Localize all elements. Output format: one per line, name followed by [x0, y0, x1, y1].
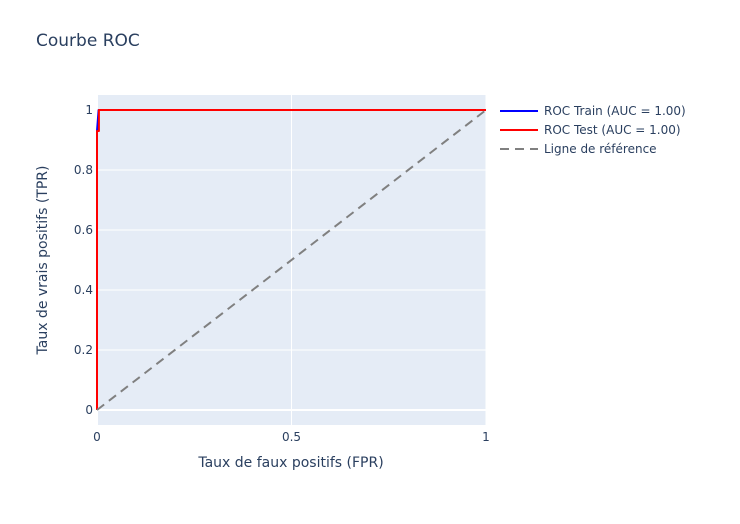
y-tick-label: 0.8 [74, 163, 93, 177]
x-tick-label: 0 [93, 430, 101, 444]
y-tick-label: 0.2 [74, 343, 93, 357]
legend-label: Ligne de référence [544, 142, 657, 156]
chart-title: Courbe ROC [36, 31, 140, 51]
y-tick-label: 0 [85, 403, 93, 417]
y-tick-label: 0.6 [74, 223, 93, 237]
x-tick-label: 0.5 [282, 430, 301, 444]
series-line-roc-test-auc-1-00 [96, 109, 486, 410]
tick-labels: 0 0.2 0.4 0.6 0.8 1 0 0.5 1 [74, 103, 490, 444]
y-tick-label: 0.4 [74, 283, 93, 297]
y-tick-label: 1 [85, 103, 93, 117]
legend-label: ROC Train (AUC = 1.00) [544, 104, 686, 118]
y-axis-title: Taux de vrais positifs (TPR) [35, 166, 51, 356]
legend-label: ROC Test (AUC = 1.00) [544, 123, 681, 137]
x-axis-title: Taux de faux positifs (FPR) [197, 455, 383, 471]
x-tick-label: 1 [482, 430, 490, 444]
series-line-ligne-de-r-f-rence [96, 109, 487, 411]
legend: ROC Train (AUC = 1.00) ROC Test (AUC = 1.… [500, 104, 686, 156]
series-layer [96, 109, 487, 411]
